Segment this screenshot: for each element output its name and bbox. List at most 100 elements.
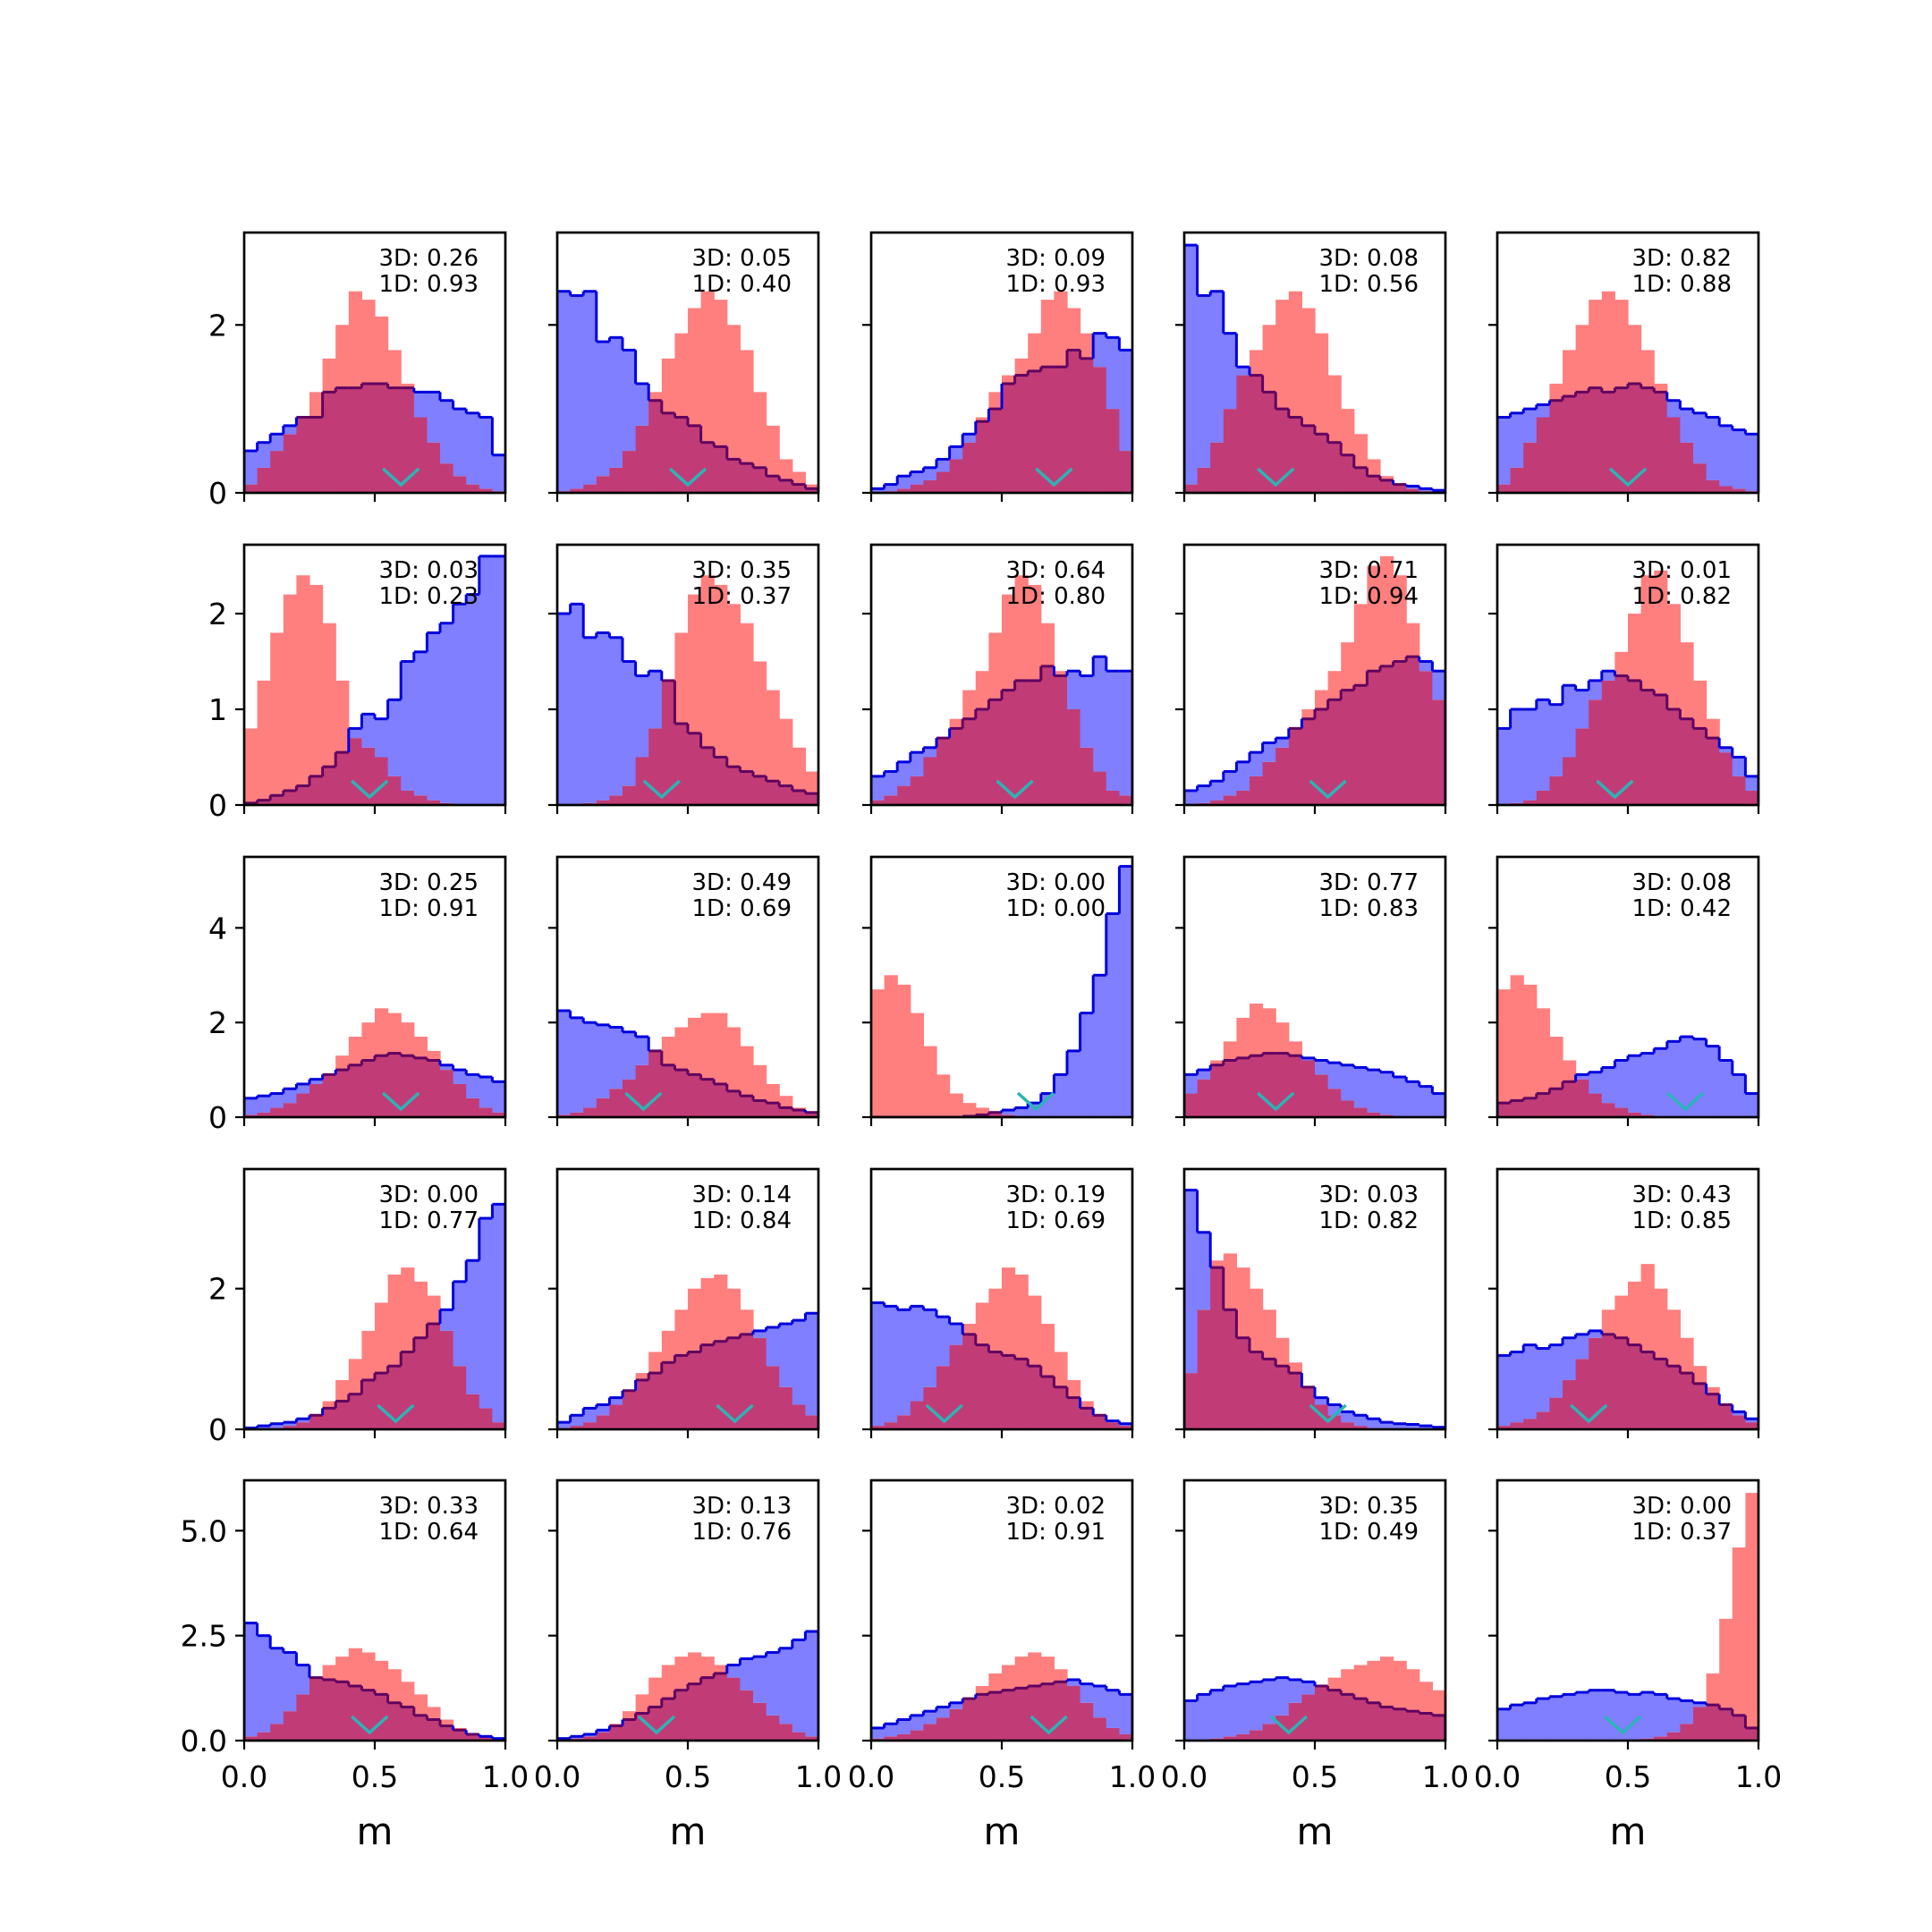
red-bar [753, 392, 767, 468]
marker-icon [1603, 1715, 1642, 1735]
red-bar [1288, 1362, 1302, 1374]
overlap-bar [792, 484, 806, 493]
blue-bar [1210, 291, 1224, 443]
blue-bar [1640, 1053, 1655, 1115]
red-bar [1301, 709, 1316, 719]
overlap-bar [1575, 392, 1589, 493]
red-bar [688, 1652, 702, 1684]
overlap-bar [1680, 718, 1694, 805]
overlap-bar [1080, 1408, 1094, 1429]
x-tick-label: 0.5 [1605, 1759, 1651, 1794]
blue-bar [557, 1422, 572, 1428]
blue-bar [1223, 333, 1237, 410]
blue-bar [1315, 1397, 1329, 1405]
overlap-bar [1250, 1730, 1264, 1741]
blue-bar [296, 1083, 310, 1094]
y-tick-label: 0.0 [181, 1724, 227, 1758]
label-3d: 3D: 0.14 [692, 1182, 792, 1208]
blue-bar [1732, 1411, 1746, 1416]
red-bar [805, 771, 818, 794]
blue-bar [1093, 975, 1107, 1117]
overlap-bar [609, 795, 623, 805]
overlap-bar [1197, 1309, 1211, 1429]
overlap-bar [1380, 665, 1394, 805]
label-3d: 3D: 0.25 [379, 869, 479, 896]
overlap-bar [270, 1107, 284, 1117]
overlap-bar [1536, 1411, 1550, 1429]
overlap-bar [583, 1422, 597, 1429]
overlap-bar [270, 451, 284, 493]
overlap-bar [805, 1415, 818, 1429]
overlap-bar [492, 1422, 505, 1429]
overlap-bar [1523, 1097, 1538, 1117]
marker-icon [1257, 1091, 1295, 1112]
overlap-bar [1119, 795, 1132, 805]
red-bar [335, 1657, 350, 1682]
red-bar [623, 1711, 637, 1720]
overlap-bar [1628, 1344, 1642, 1429]
red-bar [257, 680, 271, 801]
overlap-bar [1523, 442, 1538, 493]
overlap-bar [792, 1110, 806, 1117]
blue-bar [1184, 1074, 1199, 1094]
overlap-bar [779, 1107, 793, 1117]
overlap-bar [1380, 1707, 1394, 1741]
overlap-bar [1341, 1422, 1355, 1429]
plot-area [557, 575, 818, 805]
overlap-bar [1315, 1074, 1329, 1117]
red-bar [661, 1330, 675, 1363]
overlap-bar [1745, 1422, 1758, 1429]
overlap-bar [688, 1074, 702, 1117]
blue-bar [1262, 742, 1276, 762]
overlap-bar [570, 1112, 584, 1117]
label-3d: 3D: 0.13 [692, 1493, 792, 1520]
overlap-bar [1236, 375, 1250, 493]
blue-bar [1575, 1334, 1589, 1360]
blue-bar [466, 594, 480, 805]
blue-bar [1315, 1060, 1329, 1075]
x-tick-label: 1.0 [1735, 1759, 1782, 1794]
overlap-bar [1666, 709, 1681, 805]
blue-bar [1497, 417, 1512, 485]
blue-bar [897, 476, 911, 489]
red-bar [296, 575, 310, 786]
plot-area [1497, 975, 1758, 1117]
red-bar [1223, 1253, 1237, 1310]
blue-bar [1080, 1013, 1094, 1117]
label-3d: 3D: 0.01 [1632, 557, 1732, 584]
red-bar [975, 1302, 989, 1345]
blue-bar [949, 446, 963, 460]
plot-area [557, 1630, 818, 1741]
marker-icon [668, 467, 708, 487]
overlap-bar [1497, 1426, 1512, 1429]
label-3d: 3D: 0.08 [1319, 245, 1419, 272]
overlap-bar [726, 459, 741, 493]
overlap-bar [805, 488, 818, 493]
marker-icon [1309, 1403, 1347, 1424]
overlap-bar [1628, 680, 1642, 805]
overlap-bar [413, 1715, 428, 1741]
overlap-bar [1028, 1366, 1042, 1429]
red-bar [361, 1330, 376, 1380]
blue-bar [1067, 671, 1081, 710]
blue-bar [1197, 1694, 1211, 1741]
label-3d: 3D: 0.19 [1006, 1182, 1106, 1208]
label-1d: 1D: 0.23 [379, 583, 479, 610]
overlap-bar [283, 790, 297, 805]
overlap-bar [910, 1401, 924, 1429]
red-bar [923, 1046, 937, 1117]
blue-bar [1393, 1423, 1407, 1429]
red-bar [1327, 375, 1342, 443]
blue-bar [1119, 671, 1132, 796]
overlap-bar [1093, 1415, 1107, 1429]
overlap-bar [348, 738, 362, 805]
red-bar [1536, 1008, 1550, 1094]
blue-bar [1419, 1086, 1433, 1117]
x-tick-label: 0.0 [534, 1759, 580, 1794]
red-bar [1640, 575, 1655, 691]
red-bar [322, 1665, 336, 1680]
overlap-bar [674, 417, 689, 493]
